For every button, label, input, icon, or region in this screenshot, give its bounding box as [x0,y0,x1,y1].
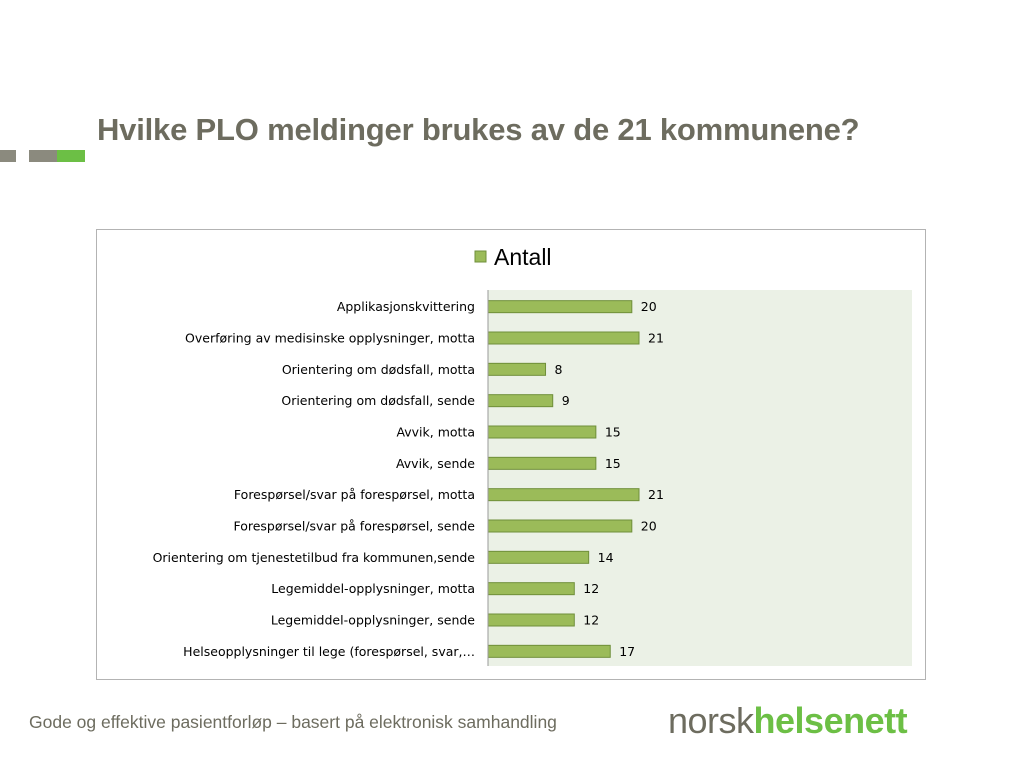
bar [487,550,590,564]
data-label: 17 [619,644,635,659]
category-label: Overføring av medisinske opplysninger, m… [185,331,475,346]
bar [487,362,547,376]
data-label: 12 [583,613,599,628]
bar [487,644,611,658]
accent-bar-green [57,150,85,162]
bar-chart: Antall Applikasjonskvittering 20 Overføring… [153,244,912,666]
legend-label: Antall [494,244,552,270]
category-label: Avvik, motta [396,425,475,440]
accent-bar-gray-small [0,150,16,162]
category-label: Orientering om dødsfall, sende [281,393,475,408]
data-label: 21 [648,331,664,346]
data-label: 20 [641,299,657,314]
category-label: Applikasjonskvittering [337,299,475,314]
category-label: Orientering om tjenestetilbud fra kommun… [153,550,476,565]
plot-area [488,290,912,666]
bar [487,456,597,470]
category-label: Avvik, sende [396,456,475,471]
logo-part-helsenett: helsenett [753,700,908,741]
bar [487,488,640,502]
slide-title: Hvilke PLO meldinger brukes av de 21 kom… [97,112,860,147]
bar [487,425,597,439]
category-label: Legemiddel-opplysninger, motta [271,581,475,596]
data-label: 15 [605,425,621,440]
data-label: 9 [562,393,570,408]
bar [487,331,640,345]
category-label: Forespørsel/svar på forespørsel, motta [234,487,475,502]
bar [487,394,554,408]
data-label: 21 [648,487,664,502]
norsk-helsenett-logo: norskhelsenett [668,700,908,742]
bar [487,613,575,627]
bar [487,519,633,533]
footer-text: Gode og effektive pasientforløp – basert… [29,712,557,732]
data-label: 12 [583,581,599,596]
category-label: Legemiddel-opplysninger, sende [271,613,475,628]
category-label: Helseopplysninger til lege (forespørsel,… [183,644,475,659]
bar [487,582,575,596]
chart-frame: Antall Applikasjonskvittering 20 Overføring… [96,229,926,680]
category-label: Orientering om dødsfall, motta [282,362,475,377]
legend-swatch [474,250,487,263]
logo-part-norsk: norsk [668,700,754,741]
data-label: 20 [641,519,657,534]
legend: Antall [474,244,552,270]
bar [487,300,633,314]
data-label: 15 [605,456,621,471]
data-label: 14 [598,550,614,565]
category-label: Forespørsel/svar på forespørsel, sende [233,519,475,534]
accent-bar-gray [29,150,57,162]
data-label: 8 [555,362,563,377]
